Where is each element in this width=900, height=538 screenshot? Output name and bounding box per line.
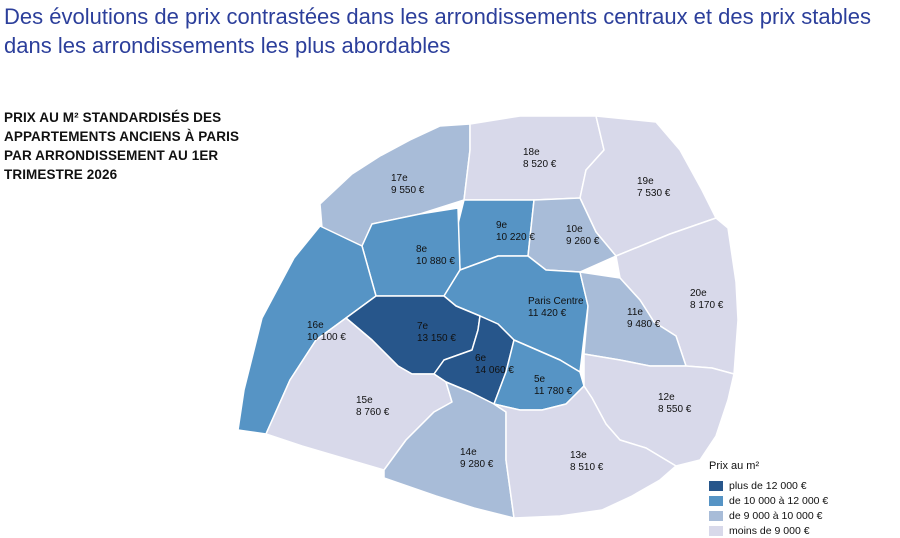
district-price: 9 480 € bbox=[627, 319, 661, 330]
district-label-15e: 15e 8 760 € bbox=[356, 395, 390, 418]
district-13e bbox=[493, 385, 677, 519]
district-name: 9e bbox=[496, 220, 508, 231]
legend-item: de 10 000 à 12 000 € bbox=[709, 493, 894, 508]
district-label-16e: 16e 10 100 € bbox=[307, 320, 346, 343]
legend-title: Prix au m² bbox=[709, 460, 760, 472]
district-name: 14e bbox=[460, 447, 477, 458]
district-price: 8 510 € bbox=[570, 462, 604, 473]
district-price: 8 760 € bbox=[356, 407, 390, 418]
district-label-7e: 7e 13 150 € bbox=[417, 321, 456, 344]
legend-item: moins de 9 000 € bbox=[709, 523, 894, 538]
district-label-19e: 19e 7 530 € bbox=[637, 176, 671, 199]
district-name: 18e bbox=[523, 147, 540, 158]
district-price: 11 420 € bbox=[528, 308, 567, 319]
legend-swatch bbox=[709, 525, 723, 536]
district-price: 13 150 € bbox=[417, 333, 456, 344]
district-label-20e: 20e 8 170 € bbox=[690, 288, 724, 311]
district-label-17e: 17e 9 550 € bbox=[391, 173, 425, 196]
legend-swatch bbox=[709, 510, 723, 521]
district-label-10e: 10e 9 260 € bbox=[566, 224, 600, 247]
map-subtitle: Prix au m² standardisés des appartements… bbox=[4, 110, 240, 182]
district-label-12e: 12e 8 550 € bbox=[658, 392, 692, 415]
district-price: 7 530 € bbox=[637, 188, 671, 199]
map-legend: Prix au m² plus de 12 000 € de 10 000 à … bbox=[709, 460, 894, 538]
legend-swatch bbox=[709, 495, 723, 506]
district-price: 8 520 € bbox=[523, 159, 557, 170]
district-name: 20e bbox=[690, 288, 707, 299]
district-name: 12e bbox=[658, 392, 675, 403]
district-price: 14 060 € bbox=[475, 365, 514, 376]
district-label-centre: Paris Centre 11 420 € bbox=[528, 296, 584, 319]
district-name: Paris Centre bbox=[528, 296, 584, 307]
district-price: 11 780 € bbox=[534, 386, 573, 397]
district-price: 10 880 € bbox=[416, 256, 455, 267]
district-price: 10 100 € bbox=[307, 332, 346, 343]
legend-swatch bbox=[709, 480, 723, 491]
district-label-6e: 6e 14 060 € bbox=[475, 353, 514, 376]
district-label-5e: 5e 11 780 € bbox=[534, 374, 573, 397]
legend-label: de 10 000 à 12 000 € bbox=[729, 494, 829, 507]
district-label-14e: 14e 9 280 € bbox=[460, 447, 494, 470]
district-name: 8e bbox=[416, 244, 428, 255]
district-price: 8 170 € bbox=[690, 300, 724, 311]
legend-label: moins de 9 000 € bbox=[729, 524, 810, 537]
district-name: 17e bbox=[391, 173, 408, 184]
district-name: 13e bbox=[570, 450, 587, 461]
district-name: 15e bbox=[356, 395, 373, 406]
district-name: 19e bbox=[637, 176, 654, 187]
district-price: 9 550 € bbox=[391, 185, 425, 196]
district-name: 7e bbox=[417, 321, 429, 332]
district-name: 10e bbox=[566, 224, 583, 235]
district-label-13e: 13e 8 510 € bbox=[570, 450, 604, 473]
district-label-18e: 18e 8 520 € bbox=[523, 147, 557, 170]
district-price: 9 260 € bbox=[566, 236, 600, 247]
district-label-8e: 8e 10 880 € bbox=[416, 244, 455, 267]
district-label-11e: 11e 9 480 € bbox=[627, 307, 661, 330]
legend-item: de 9 000 à 10 000 € bbox=[709, 508, 894, 523]
district-name: 6e bbox=[475, 353, 487, 364]
legend-item: plus de 12 000 € bbox=[709, 478, 894, 493]
district-name: 16e bbox=[307, 320, 324, 331]
district-name: 11e bbox=[627, 307, 643, 318]
district-price: 10 220 € bbox=[496, 232, 535, 243]
district-name: 5e bbox=[534, 374, 546, 385]
headline: Des évolutions de prix contrastées dans … bbox=[4, 4, 871, 58]
district-label-9e: 9e 10 220 € bbox=[496, 220, 535, 243]
legend-label: de 9 000 à 10 000 € bbox=[729, 509, 823, 522]
legend-label: plus de 12 000 € bbox=[729, 479, 807, 492]
district-price: 8 550 € bbox=[658, 404, 692, 415]
district-price: 9 280 € bbox=[460, 459, 494, 470]
